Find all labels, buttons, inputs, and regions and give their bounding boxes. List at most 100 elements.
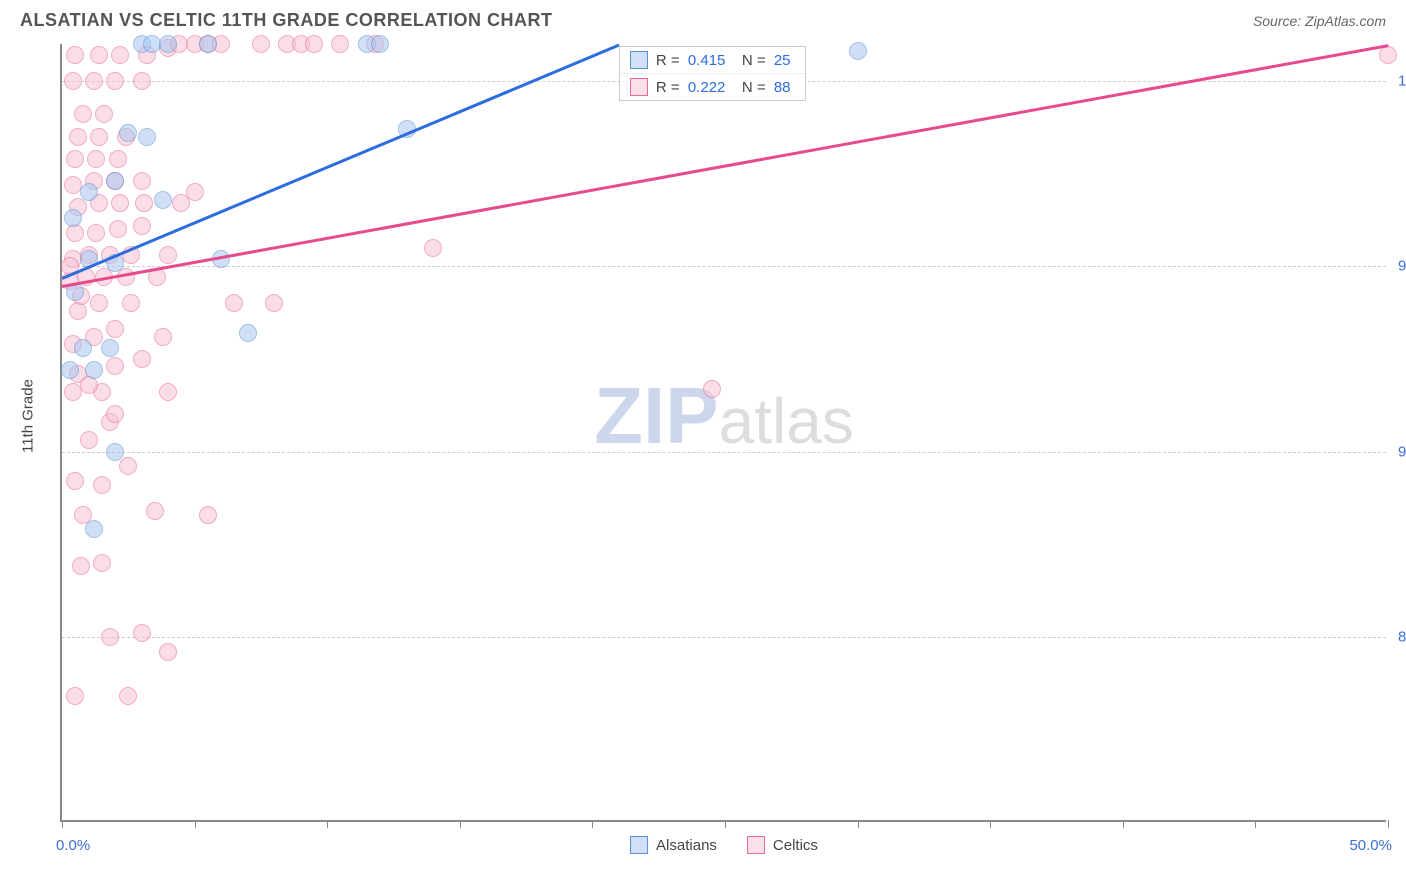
watermark-zip: ZIP [594, 370, 718, 462]
data-point [225, 294, 243, 312]
x-tick [725, 820, 726, 828]
data-point [305, 35, 323, 53]
data-point [90, 128, 108, 146]
legend-swatch [747, 836, 765, 854]
data-point [133, 217, 151, 235]
data-point [135, 194, 153, 212]
data-point [111, 194, 129, 212]
data-point [119, 457, 137, 475]
data-point [90, 46, 108, 64]
data-point [199, 35, 217, 53]
data-point [85, 72, 103, 90]
data-point [101, 628, 119, 646]
data-point [111, 46, 129, 64]
legend-item: Alsatians [630, 836, 717, 854]
data-point [93, 476, 111, 494]
data-point [80, 183, 98, 201]
data-point [133, 350, 151, 368]
data-point [133, 172, 151, 190]
x-tick [460, 820, 461, 828]
data-point [133, 624, 151, 642]
data-point [371, 35, 389, 53]
data-point [74, 105, 92, 123]
gridline [62, 452, 1386, 453]
data-point [849, 42, 867, 60]
data-point [95, 105, 113, 123]
x-tick [592, 820, 593, 828]
data-point [239, 324, 257, 342]
y-tick-label: 95.0% [1394, 258, 1406, 275]
data-point [133, 72, 151, 90]
data-point [85, 520, 103, 538]
data-point [1379, 46, 1397, 64]
legend: Alsatians Celtics [630, 836, 818, 854]
data-point [109, 150, 127, 168]
data-point [109, 220, 127, 238]
chart-title: ALSATIAN VS CELTIC 11TH GRADE CORRELATIO… [20, 10, 553, 31]
x-tick [62, 820, 63, 828]
legend-swatch [630, 51, 648, 69]
data-point [119, 687, 137, 705]
data-point [64, 209, 82, 227]
x-tick [990, 820, 991, 828]
data-point [424, 239, 442, 257]
y-axis-title: 11th Grade [20, 379, 37, 453]
x-tick [858, 820, 859, 828]
data-point [87, 150, 105, 168]
data-point [106, 443, 124, 461]
y-tick-label: 85.0% [1394, 628, 1406, 645]
plot-area: ZIPatlas 100.0%95.0%90.0%85.0%0.0%50.0%R… [60, 44, 1386, 822]
data-point [252, 35, 270, 53]
data-point [85, 361, 103, 379]
gridline [62, 266, 1386, 267]
data-point [101, 339, 119, 357]
stats-box: R = 0.415 N = 25R = 0.222 N = 88 [619, 46, 806, 101]
data-point [66, 46, 84, 64]
data-point [159, 643, 177, 661]
data-point [106, 172, 124, 190]
data-point [146, 502, 164, 520]
stats-text: R = 0.415 N = 25 [656, 52, 795, 69]
y-tick-label: 90.0% [1394, 443, 1406, 460]
data-point [331, 35, 349, 53]
data-point [90, 294, 108, 312]
data-point [80, 431, 98, 449]
data-point [87, 224, 105, 242]
y-tick-label: 100.0% [1394, 73, 1406, 90]
data-point [72, 557, 90, 575]
x-tick [195, 820, 196, 828]
data-point [93, 554, 111, 572]
data-point [159, 35, 177, 53]
stats-row: R = 0.415 N = 25 [620, 47, 805, 74]
legend-swatch [630, 78, 648, 96]
x-tick [1123, 820, 1124, 828]
data-point [61, 361, 79, 379]
legend-swatch [630, 836, 648, 854]
x-tick [327, 820, 328, 828]
data-point [117, 268, 135, 286]
data-point [106, 72, 124, 90]
legend-label: Alsatians [656, 837, 717, 854]
data-point [106, 357, 124, 375]
x-tick [1388, 820, 1389, 828]
data-point [106, 405, 124, 423]
gridline [62, 637, 1386, 638]
data-point [186, 183, 204, 201]
data-point [66, 150, 84, 168]
data-point [122, 294, 140, 312]
chart-container: 11th Grade ZIPatlas 100.0%95.0%90.0%85.0… [20, 44, 1386, 862]
data-point [159, 383, 177, 401]
legend-label: Celtics [773, 837, 818, 854]
x-label-min: 0.0% [56, 837, 90, 854]
data-point [106, 320, 124, 338]
legend-item: Celtics [747, 836, 818, 854]
data-point [119, 124, 137, 142]
watermark: ZIPatlas [594, 370, 854, 462]
data-point [74, 339, 92, 357]
data-point [265, 294, 283, 312]
chart-header: ALSATIAN VS CELTIC 11TH GRADE CORRELATIO… [0, 0, 1406, 37]
data-point [154, 328, 172, 346]
x-label-max: 50.0% [1349, 837, 1392, 854]
data-point [159, 246, 177, 264]
chart-source: Source: ZipAtlas.com [1253, 13, 1386, 29]
